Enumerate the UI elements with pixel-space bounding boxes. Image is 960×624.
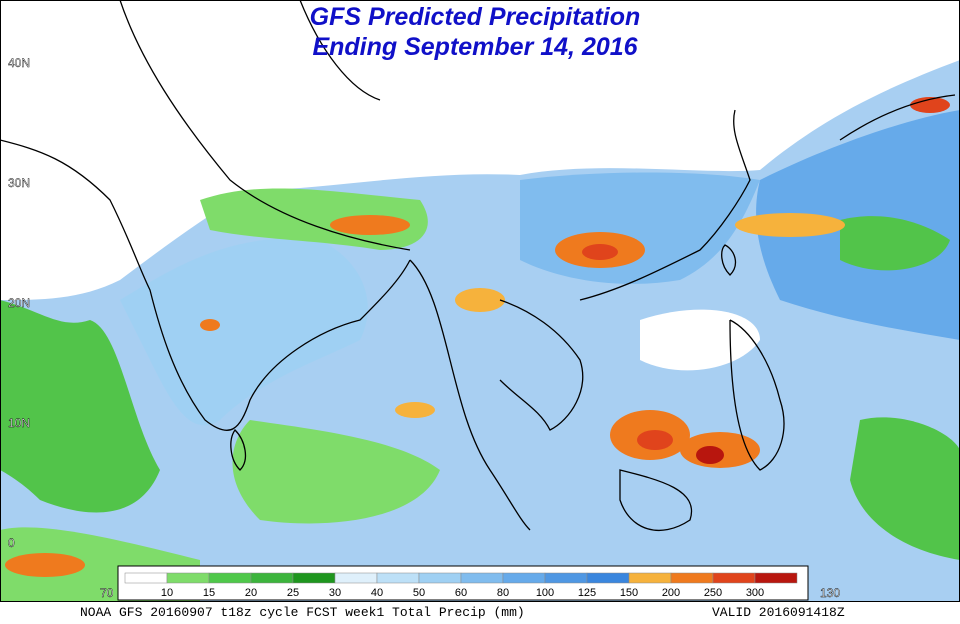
legend-label: 80 (497, 587, 509, 599)
legend-swatch (586, 572, 630, 584)
legend-swatch (712, 572, 756, 584)
legend-swatch (292, 572, 336, 584)
latitude-label: 0 (8, 536, 15, 550)
map-subtitle: Ending September 14, 2016 (312, 33, 638, 61)
legend-label: 150 (620, 587, 638, 599)
legend-swatch (166, 572, 210, 584)
legend-swatch (124, 572, 168, 584)
legend-swatch (628, 572, 672, 584)
longitude-label: 130 (820, 586, 840, 600)
legend-label: 20 (245, 587, 257, 599)
legend-label: 10 (161, 587, 173, 599)
footer-bar (0, 602, 960, 624)
legend-swatch (670, 572, 714, 584)
legend-label: 40 (371, 587, 383, 599)
legend-label: 30 (329, 587, 341, 599)
legend-label: 100 (536, 587, 554, 599)
legend-swatch (376, 572, 420, 584)
legend-label: 200 (662, 587, 680, 599)
legend-label: 250 (704, 587, 722, 599)
legend-swatch (460, 572, 504, 584)
footer-left: NOAA GFS 20160907 t18z cycle FCST week1 … (80, 605, 525, 620)
legend-swatch (250, 572, 294, 584)
legend-label: 60 (455, 587, 467, 599)
legend-label: 50 (413, 587, 425, 599)
latitude-label: 10N (8, 416, 30, 430)
latitude-label: 20N (8, 296, 30, 310)
legend-swatch (754, 572, 798, 584)
legend-label: 15 (203, 587, 215, 599)
legend-swatch (334, 572, 378, 584)
legend-label: 125 (578, 587, 596, 599)
latitude-labels: 40N 30N 20N 10N 0 (8, 56, 30, 550)
footer-right: VALID 2016091418Z (712, 605, 845, 620)
latitude-label: 40N (8, 56, 30, 70)
legend-swatch (418, 572, 462, 584)
legend-swatch (544, 572, 588, 584)
legend-label: 25 (287, 587, 299, 599)
coastlines (0, 0, 956, 531)
legend: 10 15 20 25 30 40 50 60 80 100 125 150 200 250 300 (124, 572, 798, 599)
latitude-label: 30N (8, 176, 30, 190)
longitude-label: 70 (100, 586, 114, 600)
legend-label: 300 (746, 587, 764, 599)
legend-swatch (502, 572, 546, 584)
map-title: GFS Predicted Precipitation (310, 3, 641, 31)
legend-swatch (208, 572, 252, 584)
